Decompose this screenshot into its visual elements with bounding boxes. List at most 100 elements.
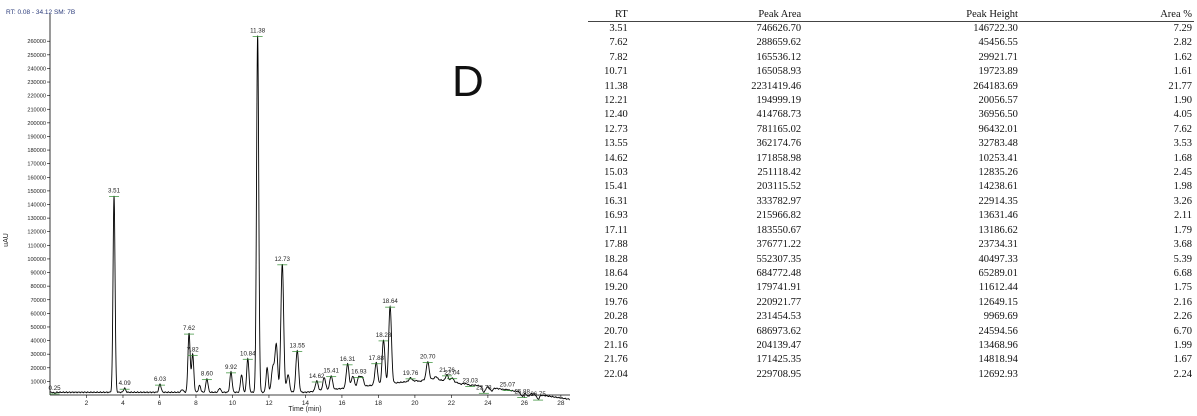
table-cell: 65289.01 bbox=[978, 267, 1018, 279]
y-tick-label: 40000 bbox=[30, 339, 46, 345]
table-row: 17.88 376771.22 23734.31 3.68 bbox=[588, 238, 1194, 252]
table-cell: 1.98 bbox=[1173, 181, 1192, 193]
table-row: 19.20 179741.91 11612.44 1.75 bbox=[588, 281, 1194, 295]
table-cell: 40497.33 bbox=[978, 253, 1018, 265]
table-cell: 2.11 bbox=[1174, 210, 1192, 222]
peak-label: 20.70 bbox=[420, 354, 436, 361]
table-cell: 16.31 bbox=[604, 195, 628, 207]
table-cell: 2.82 bbox=[1173, 37, 1192, 49]
table-row: 11.38 2231419.46 264183.69 21.77 bbox=[588, 80, 1194, 94]
table-cell: 1.90 bbox=[1173, 95, 1192, 107]
table-cell: 7.62 bbox=[609, 37, 628, 49]
column-header: Peak Area bbox=[629, 8, 804, 22]
table-cell: 22914.35 bbox=[978, 195, 1018, 207]
y-tick-label: 210000 bbox=[27, 107, 46, 113]
table-cell: 684772.48 bbox=[756, 267, 802, 279]
y-tick-label: 140000 bbox=[27, 203, 46, 209]
table-cell: 12692.93 bbox=[978, 368, 1018, 380]
table-cell: 1.61 bbox=[1173, 66, 1192, 78]
table-row: 18.28 552307.35 40497.33 5.39 bbox=[588, 253, 1194, 267]
table-cell: 5.39 bbox=[1173, 253, 1192, 265]
table-cell: 14238.61 bbox=[978, 181, 1018, 193]
y-tick-label: 160000 bbox=[27, 175, 46, 181]
table-row: 12.73 781165.02 96432.01 7.62 bbox=[588, 123, 1194, 137]
table-cell: 12835.26 bbox=[978, 167, 1018, 179]
y-tick-label: 100000 bbox=[27, 257, 46, 263]
table-cell: 22.04 bbox=[604, 368, 628, 380]
table-cell: 2231419.46 bbox=[751, 80, 802, 92]
y-tick-label: 170000 bbox=[27, 162, 46, 168]
peak-label: 3.51 bbox=[108, 187, 121, 194]
table-cell: 183550.67 bbox=[756, 224, 802, 236]
table-cell: 165536.12 bbox=[756, 51, 802, 63]
table-cell: 12649.15 bbox=[978, 296, 1018, 308]
peak-label: 13.55 bbox=[289, 342, 305, 349]
y-tick-label: 250000 bbox=[27, 53, 46, 59]
peak-label: 16.93 bbox=[351, 368, 367, 375]
y-tick-label: 120000 bbox=[27, 230, 46, 236]
table-cell: 4.05 bbox=[1173, 109, 1192, 121]
x-axis-label: Time (min) bbox=[288, 406, 321, 413]
table-cell: 414768.73 bbox=[756, 109, 802, 121]
peak-label: 14.62 bbox=[309, 373, 325, 380]
table-cell: 171858.98 bbox=[756, 152, 802, 164]
table-cell: 179741.91 bbox=[756, 282, 802, 294]
y-tick-label: 20000 bbox=[30, 366, 46, 372]
table-cell: 20.70 bbox=[604, 325, 628, 337]
table-cell: 17.88 bbox=[604, 239, 628, 251]
y-tick-label: 30000 bbox=[30, 352, 46, 358]
x-tick-label: 10 bbox=[229, 400, 237, 407]
table-cell: 36956.50 bbox=[978, 109, 1018, 121]
peak-label: 9.92 bbox=[225, 364, 238, 371]
peak-table-header: RT Peak Area Peak Height Area % bbox=[588, 8, 1194, 22]
peak-label: 23.03 bbox=[462, 377, 478, 384]
y-tick-label: 110000 bbox=[28, 243, 46, 249]
table-row: 12.21 194999.19 20056.57 1.90 bbox=[588, 94, 1194, 108]
x-tick-label: 6 bbox=[158, 400, 162, 407]
table-cell: 165058.93 bbox=[756, 66, 802, 78]
y-tick-label: 220000 bbox=[27, 94, 46, 100]
table-row: 21.76 171425.35 14818.94 1.67 bbox=[588, 353, 1194, 367]
table-cell: 21.76 bbox=[604, 354, 628, 366]
table-cell: 13.55 bbox=[604, 138, 628, 150]
peak-label: 12.73 bbox=[275, 256, 291, 263]
y-axis-label: uAU bbox=[3, 233, 10, 247]
table-cell: 3.26 bbox=[1173, 195, 1192, 207]
table-row: 15.41 203115.52 14238.61 1.98 bbox=[588, 180, 1194, 194]
table-cell: 15.41 bbox=[604, 181, 628, 193]
table-cell: 203115.52 bbox=[756, 181, 802, 193]
table-cell: 23734.31 bbox=[978, 239, 1018, 251]
table-cell: 1.68 bbox=[1173, 152, 1192, 164]
table-cell: 13468.96 bbox=[978, 339, 1018, 351]
peak-label: 25.07 bbox=[500, 382, 516, 389]
peak-label: 8.60 bbox=[201, 371, 214, 378]
table-cell: 171425.35 bbox=[756, 354, 802, 366]
table-cell: 7.82 bbox=[609, 51, 628, 63]
table-cell: 12.21 bbox=[604, 95, 628, 107]
table-cell: 552307.35 bbox=[756, 253, 802, 265]
peak-label: 7.82 bbox=[187, 346, 200, 353]
table-cell: 220921.77 bbox=[756, 296, 802, 308]
column-header: Peak Height bbox=[803, 8, 1020, 22]
table-row: 16.93 215966.82 13631.46 2.11 bbox=[588, 209, 1194, 223]
x-tick-label: 26 bbox=[521, 400, 529, 407]
table-row: 3.51 746626.70 146722.30 7.29 bbox=[588, 22, 1194, 37]
table-row: 20.28 231454.53 9969.69 2.26 bbox=[588, 310, 1194, 324]
peak-label: 18.28 bbox=[376, 332, 392, 339]
table-cell: 231454.53 bbox=[756, 311, 802, 323]
table-cell: 14.62 bbox=[604, 152, 628, 164]
x-tick-label: 24 bbox=[484, 400, 492, 407]
table-cell: 376771.22 bbox=[756, 239, 802, 251]
peak-label: 17.88 bbox=[368, 355, 384, 362]
table-cell: 10253.41 bbox=[978, 152, 1018, 164]
table-cell: 362174.76 bbox=[756, 138, 802, 150]
table-cell: 3.53 bbox=[1173, 138, 1192, 150]
table-row: 21.16 204139.47 13468.96 1.99 bbox=[588, 339, 1194, 353]
table-cell: 24594.56 bbox=[978, 325, 1018, 337]
peak-label: 25.88 bbox=[514, 388, 530, 395]
table-row: 22.04 229708.95 12692.93 2.24 bbox=[588, 368, 1194, 382]
y-tick-label: 180000 bbox=[27, 148, 46, 154]
table-cell: 264183.69 bbox=[973, 80, 1018, 92]
table-cell: 18.64 bbox=[604, 267, 628, 279]
